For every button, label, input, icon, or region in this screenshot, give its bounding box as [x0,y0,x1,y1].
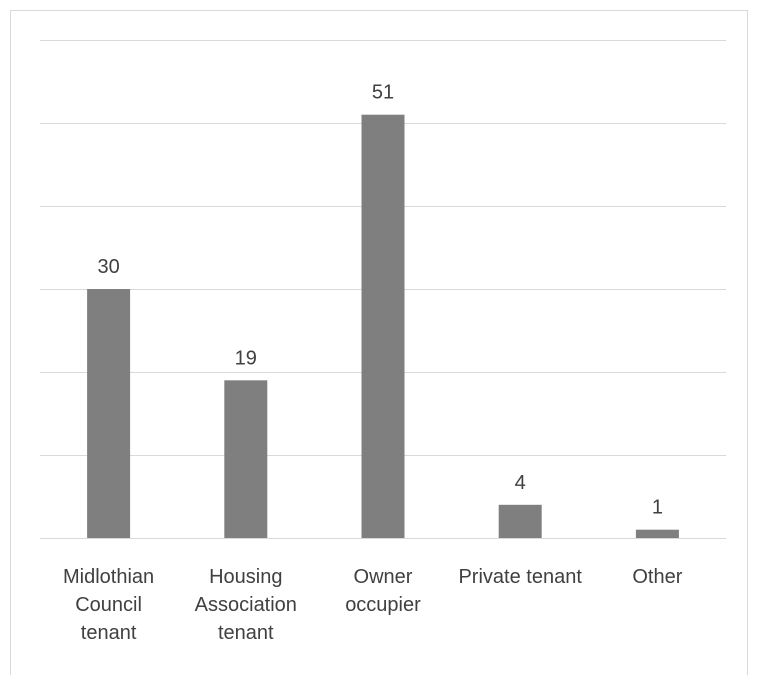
bar [498,504,542,538]
x-tick-label: Other [632,566,683,588]
x-tick-label: Midlothian Council tenant [63,566,155,644]
chart-frame [10,10,748,675]
x-tick-label: Owner occupier [345,566,421,616]
bar [361,114,405,538]
bar [635,529,679,538]
data-label: 4 [515,472,526,494]
bar [87,289,131,538]
data-label: 30 [97,256,119,278]
x-tick-label: Private tenant [458,566,582,588]
x-tick-label: Housing Association tenant [194,566,297,644]
data-label: 19 [235,347,257,369]
data-label: 1 [652,497,663,519]
bar [224,380,268,538]
data-label: 51 [372,82,394,104]
